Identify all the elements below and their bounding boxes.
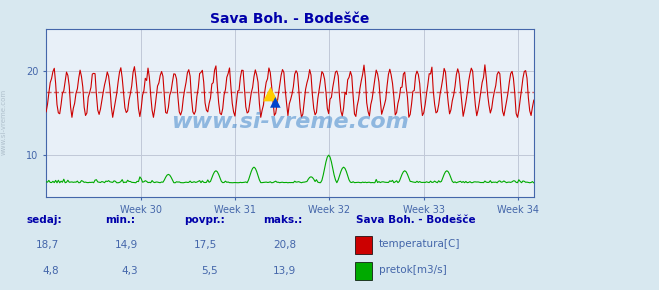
Text: ▲: ▲ [270, 94, 281, 108]
FancyBboxPatch shape [355, 262, 372, 280]
Text: Sava Boh. - Bodešče: Sava Boh. - Bodešče [356, 215, 476, 225]
Title: Sava Boh. - Bodešče: Sava Boh. - Bodešče [210, 12, 370, 26]
Text: www.si-vreme.com: www.si-vreme.com [171, 112, 409, 131]
Text: maks.:: maks.: [264, 215, 303, 225]
Text: 18,7: 18,7 [36, 240, 59, 250]
Text: 14,9: 14,9 [115, 240, 138, 250]
Text: www.si-vreme.com: www.si-vreme.com [0, 89, 7, 155]
Text: 13,9: 13,9 [273, 266, 297, 276]
Text: 5,5: 5,5 [201, 266, 217, 276]
Text: ▲: ▲ [263, 84, 278, 102]
Text: pretok[m3/s]: pretok[m3/s] [379, 265, 447, 275]
FancyBboxPatch shape [355, 236, 372, 254]
Text: povpr.:: povpr.: [185, 215, 225, 225]
Text: temperatura[C]: temperatura[C] [379, 239, 461, 249]
Text: 20,8: 20,8 [273, 240, 297, 250]
Text: min.:: min.: [105, 215, 136, 225]
Text: sedaj:: sedaj: [26, 215, 62, 225]
Text: 17,5: 17,5 [194, 240, 217, 250]
Text: 4,8: 4,8 [43, 266, 59, 276]
Text: 4,3: 4,3 [122, 266, 138, 276]
